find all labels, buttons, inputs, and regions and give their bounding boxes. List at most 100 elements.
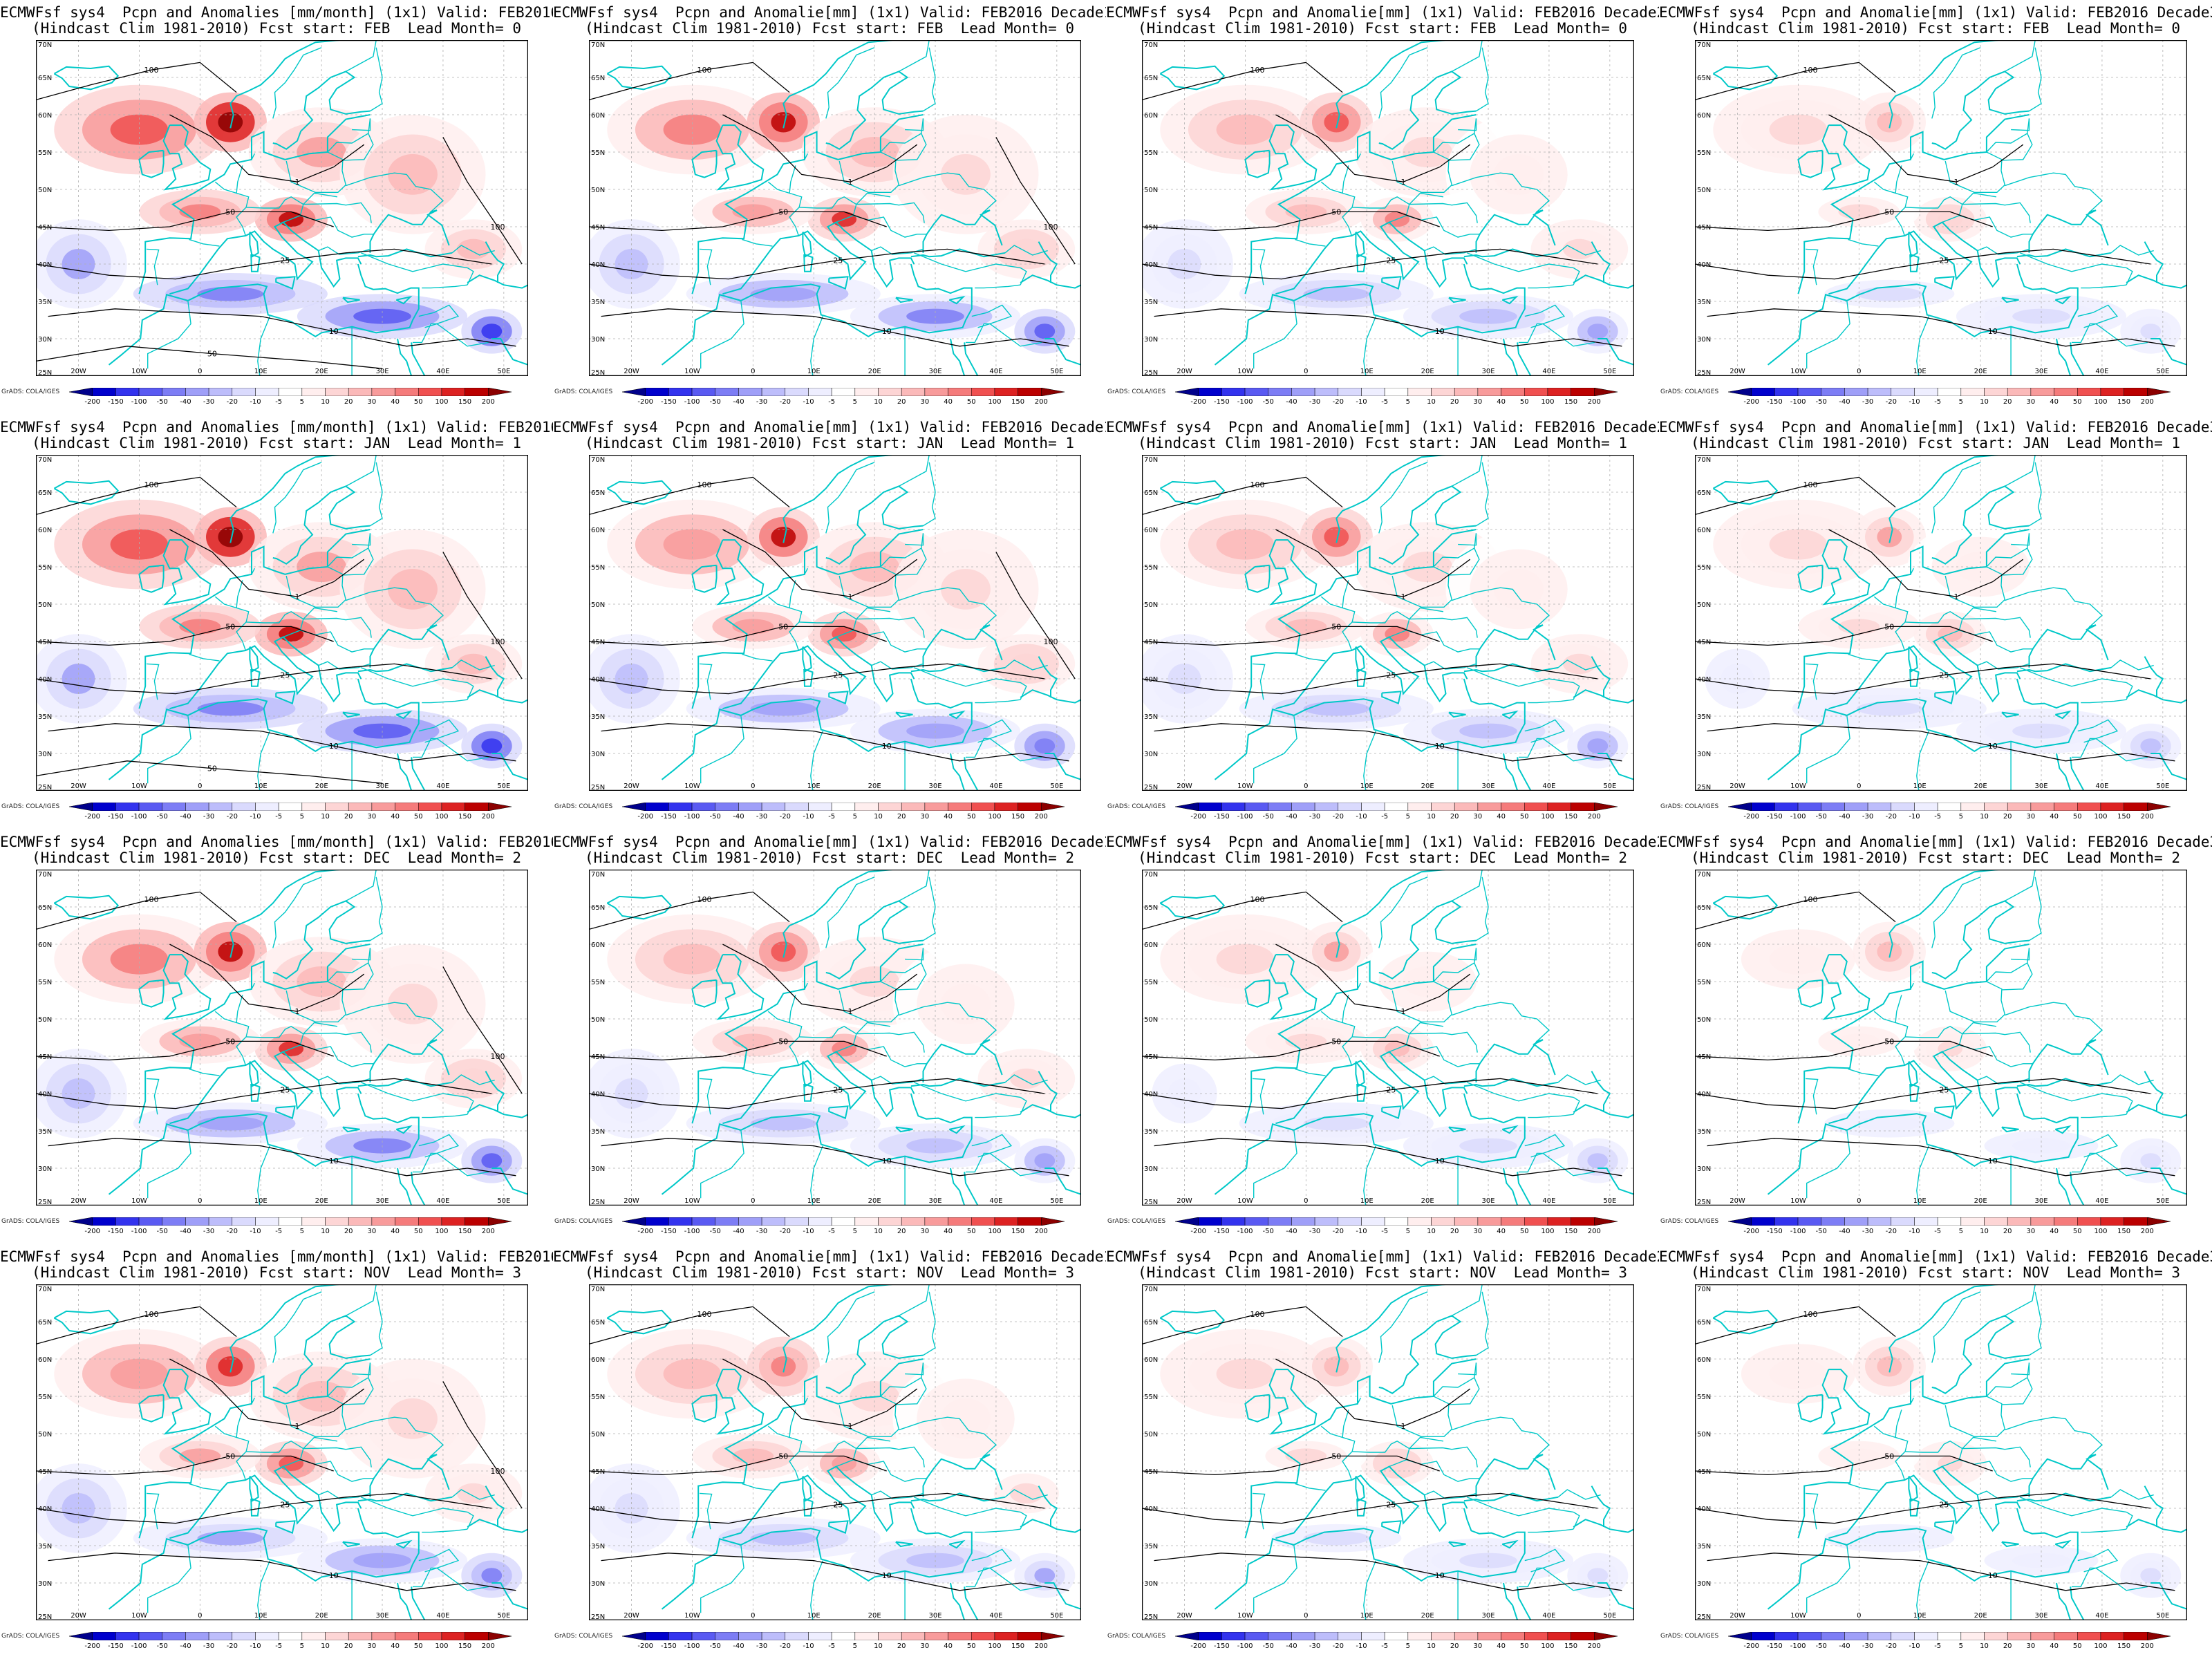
colorbar-segment	[1774, 1217, 1799, 1226]
country-border	[899, 587, 997, 627]
colorbar-segment	[2077, 1217, 2101, 1226]
longitude-label: 20E	[1421, 782, 1434, 790]
colorbar-tick-label: -200	[637, 1228, 654, 1235]
country-border	[418, 719, 460, 743]
latitude-label: 60N	[1697, 527, 1711, 534]
colorbar-segment	[1198, 1632, 1222, 1640]
latitude-label: 70N	[591, 1286, 605, 1293]
country-border	[1452, 587, 1550, 627]
colorbar-segment	[1198, 803, 1222, 811]
colorbar-segment	[325, 388, 349, 396]
contour-label: 100	[1250, 1310, 1265, 1319]
country-border	[1557, 659, 1601, 671]
colorbar-segment	[1594, 1217, 1618, 1226]
colorbar-segment	[1221, 803, 1246, 811]
colorbar-tick-label: 40	[391, 813, 400, 821]
coastline	[1275, 1465, 1468, 1539]
colorbar-tick-label: 10	[1427, 1228, 1436, 1235]
longitude-label: 0	[751, 1612, 755, 1620]
country-border	[1451, 1284, 1483, 1317]
coastline	[950, 753, 966, 791]
coastline	[397, 1582, 413, 1620]
country-border	[1805, 1078, 1819, 1115]
colorbar-tick-label: 150	[1564, 813, 1578, 821]
coastline	[1503, 338, 1519, 376]
precip-anomaly-map: 100502510170N65N60N55N50N45N40N35N30N25N…	[589, 870, 1081, 1206]
colorbar-tick-label: 5	[852, 1642, 857, 1650]
contour-label: 1	[294, 1422, 299, 1431]
country-border	[825, 47, 875, 119]
latitude-label: 45N	[38, 639, 52, 646]
contour-label: 100	[1803, 480, 1818, 489]
latitude-label: 50N	[38, 1016, 52, 1024]
colorbar-tick-label: -200	[1190, 1228, 1207, 1235]
panel-title-line2: (Hindcast Clim 1981-2010) Fcst start: JA…	[31, 435, 521, 451]
colorbar-segment	[185, 803, 209, 811]
coastline	[357, 663, 453, 673]
colorbar-segment	[1268, 1217, 1292, 1226]
colorbar-tick-label: 40	[2050, 813, 2059, 821]
colorbar-tick-label: 20	[897, 813, 906, 821]
colorbar-segment	[1547, 1217, 1571, 1226]
country-border	[2020, 667, 2127, 687]
colorbar-segment	[645, 1632, 669, 1640]
country-border	[1557, 245, 1601, 256]
colorbar-tick-label: -10	[250, 813, 261, 821]
country-border	[1848, 653, 1879, 662]
coastline	[1448, 1541, 1466, 1548]
longitude-label: 50E	[1603, 1197, 1616, 1205]
contour-label: 100	[1044, 637, 1058, 646]
coastline	[108, 678, 420, 780]
colorbar-segment	[1041, 803, 1065, 811]
coastline	[1378, 485, 1477, 565]
country-border	[272, 877, 322, 948]
colorbar-tick-label: -30	[756, 1228, 768, 1235]
country-border	[2005, 172, 2103, 212]
country-border	[804, 1397, 809, 1405]
coastline	[948, 710, 966, 720]
colorbar-segment	[1571, 803, 1595, 811]
country-border	[2011, 118, 2030, 131]
longitude-label: 20E	[1421, 368, 1434, 375]
panel-title-line2: (Hindcast Clim 1981-2010) Fcst start: FE…	[584, 20, 1074, 37]
contour-label: 1	[294, 1007, 299, 1016]
colorbar-tick-label: -200	[1190, 398, 1207, 406]
contour-label: 100	[697, 66, 712, 75]
colorbar-segment	[348, 803, 373, 811]
coastline	[715, 954, 765, 1020]
colorbar-segment	[1268, 388, 1292, 396]
coastline	[2054, 295, 2072, 305]
colorbar-segment	[301, 803, 326, 811]
dry-anomaly-area	[1303, 1530, 1370, 1546]
dry-anomaly-area	[2140, 324, 2162, 339]
colorbar-segment	[2077, 803, 2101, 811]
colorbar	[69, 388, 512, 396]
precip-anomaly-map: 100502510170N65N60N55N50N45N40N35N30N25N…	[1695, 455, 2187, 791]
colorbar-tick-label: 150	[2117, 813, 2131, 821]
colorbar-tick-label: -100	[131, 1228, 147, 1235]
colorbar-segment	[1431, 803, 1455, 811]
colorbar	[1175, 1632, 1618, 1640]
wet-anomaly-area	[1010, 1068, 1043, 1089]
coastline	[1335, 1284, 1446, 1373]
latitude-label: 45N	[591, 1053, 605, 1061]
country-border	[1020, 1096, 1027, 1115]
longitude-label: 40E	[2095, 782, 2108, 790]
latitude-label: 60N	[1144, 527, 1158, 534]
colorbar-tick-label: -30	[756, 1642, 768, 1650]
colorbar-labels: -200 -150 -100 -50 -40 -30 -20 -10 -5 5 10 20 30 40 50…	[1175, 1642, 1618, 1652]
coastline	[825, 71, 924, 150]
coastline	[138, 529, 371, 709]
colorbar-tick-label: 10	[1427, 398, 1436, 406]
latitude-label: 55N	[1697, 149, 1711, 157]
coastline	[1767, 263, 2079, 366]
colorbar-segment	[785, 1217, 809, 1226]
colorbar-tick-label: -40	[180, 1642, 191, 1650]
colorbar-segment	[785, 1632, 809, 1640]
coastline	[1355, 646, 1365, 673]
country-border	[1542, 1152, 1595, 1177]
colorbar-segment	[924, 803, 948, 811]
country-border	[914, 1497, 1021, 1517]
coastline	[802, 1060, 812, 1087]
longitude-label: 10W	[1237, 1197, 1253, 1205]
